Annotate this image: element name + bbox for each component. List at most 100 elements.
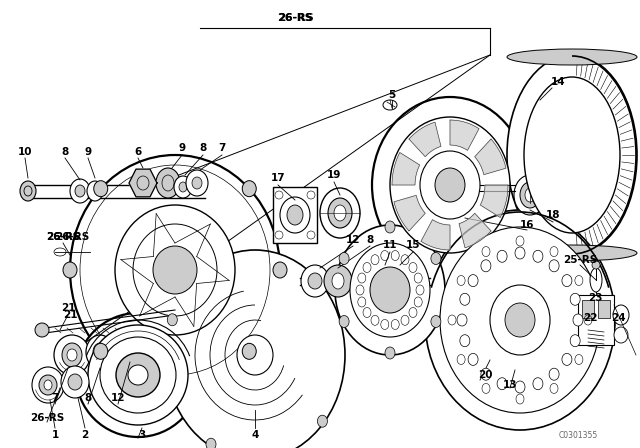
- Ellipse shape: [165, 250, 345, 448]
- Ellipse shape: [507, 55, 637, 255]
- Ellipse shape: [435, 168, 465, 202]
- Text: 9: 9: [179, 143, 186, 153]
- Ellipse shape: [280, 197, 310, 233]
- Text: 10: 10: [18, 147, 32, 157]
- Ellipse shape: [524, 77, 620, 233]
- Text: 22: 22: [583, 313, 597, 323]
- Text: C0301355: C0301355: [558, 431, 598, 439]
- Ellipse shape: [573, 314, 583, 326]
- Text: 15: 15: [406, 240, 420, 250]
- Ellipse shape: [237, 335, 273, 375]
- Ellipse shape: [334, 205, 346, 221]
- Ellipse shape: [549, 368, 559, 380]
- Text: 3: 3: [138, 430, 146, 440]
- Ellipse shape: [153, 246, 197, 294]
- Ellipse shape: [174, 176, 192, 198]
- Ellipse shape: [468, 275, 478, 287]
- Ellipse shape: [87, 181, 103, 201]
- Text: 26-RS: 26-RS: [46, 232, 80, 242]
- Polygon shape: [459, 213, 491, 248]
- Ellipse shape: [93, 181, 108, 197]
- Ellipse shape: [431, 253, 441, 264]
- Ellipse shape: [317, 415, 328, 427]
- Bar: [578, 295, 614, 345]
- Ellipse shape: [116, 353, 160, 397]
- Ellipse shape: [481, 260, 491, 272]
- Polygon shape: [475, 139, 506, 175]
- Ellipse shape: [592, 261, 600, 269]
- Ellipse shape: [457, 314, 467, 326]
- Ellipse shape: [324, 265, 352, 297]
- Ellipse shape: [93, 343, 108, 359]
- Ellipse shape: [192, 177, 202, 189]
- Text: 20: 20: [477, 370, 492, 380]
- Ellipse shape: [507, 49, 637, 65]
- Ellipse shape: [570, 335, 580, 347]
- Ellipse shape: [425, 210, 615, 430]
- Text: 7: 7: [218, 143, 226, 153]
- Text: 9: 9: [84, 147, 92, 157]
- Polygon shape: [450, 120, 479, 151]
- Ellipse shape: [497, 378, 507, 390]
- Text: 25-RS: 25-RS: [563, 255, 597, 265]
- Ellipse shape: [350, 243, 430, 337]
- Text: 7: 7: [51, 393, 59, 403]
- Ellipse shape: [332, 273, 344, 289]
- Text: 14: 14: [550, 77, 565, 87]
- Ellipse shape: [385, 347, 395, 359]
- Text: 12: 12: [111, 393, 125, 403]
- Ellipse shape: [497, 250, 507, 262]
- Text: 11: 11: [383, 240, 397, 250]
- Ellipse shape: [54, 335, 90, 375]
- Polygon shape: [394, 195, 425, 231]
- Bar: [118, 340, 146, 364]
- Ellipse shape: [179, 182, 187, 192]
- Ellipse shape: [70, 179, 90, 203]
- Text: 18: 18: [546, 210, 560, 220]
- Text: 4: 4: [252, 430, 259, 440]
- Text: 19: 19: [327, 170, 341, 180]
- Text: 8: 8: [366, 235, 374, 245]
- Ellipse shape: [287, 205, 303, 225]
- Ellipse shape: [549, 260, 559, 272]
- Text: 13: 13: [503, 380, 517, 390]
- Ellipse shape: [515, 381, 525, 393]
- Ellipse shape: [468, 353, 478, 366]
- Ellipse shape: [431, 315, 441, 327]
- Ellipse shape: [328, 198, 352, 228]
- Ellipse shape: [570, 293, 580, 305]
- Ellipse shape: [62, 343, 82, 367]
- Text: 26-RS: 26-RS: [278, 13, 312, 23]
- Ellipse shape: [301, 265, 329, 297]
- Text: 6: 6: [134, 147, 141, 157]
- Text: 8: 8: [61, 147, 68, 157]
- Ellipse shape: [35, 323, 49, 337]
- Ellipse shape: [390, 117, 510, 253]
- Ellipse shape: [339, 253, 349, 264]
- Ellipse shape: [243, 181, 256, 197]
- Text: 12: 12: [346, 235, 360, 245]
- Polygon shape: [480, 185, 508, 217]
- Polygon shape: [392, 152, 420, 185]
- Ellipse shape: [440, 227, 600, 413]
- Ellipse shape: [156, 168, 180, 198]
- Ellipse shape: [32, 367, 64, 403]
- Text: 1: 1: [51, 430, 59, 440]
- Ellipse shape: [76, 313, 200, 437]
- Text: 26-RS: 26-RS: [276, 13, 314, 23]
- Ellipse shape: [39, 375, 57, 395]
- Ellipse shape: [308, 273, 322, 289]
- Ellipse shape: [481, 368, 491, 380]
- Ellipse shape: [562, 353, 572, 366]
- Text: 21: 21: [61, 303, 76, 313]
- Text: 24: 24: [611, 313, 625, 323]
- Ellipse shape: [20, 181, 36, 201]
- Ellipse shape: [86, 335, 114, 369]
- Ellipse shape: [70, 155, 280, 385]
- Text: 17: 17: [271, 173, 285, 183]
- Ellipse shape: [206, 438, 216, 448]
- Ellipse shape: [61, 366, 89, 398]
- Ellipse shape: [613, 305, 629, 325]
- Text: 8: 8: [84, 393, 92, 403]
- Ellipse shape: [515, 247, 525, 259]
